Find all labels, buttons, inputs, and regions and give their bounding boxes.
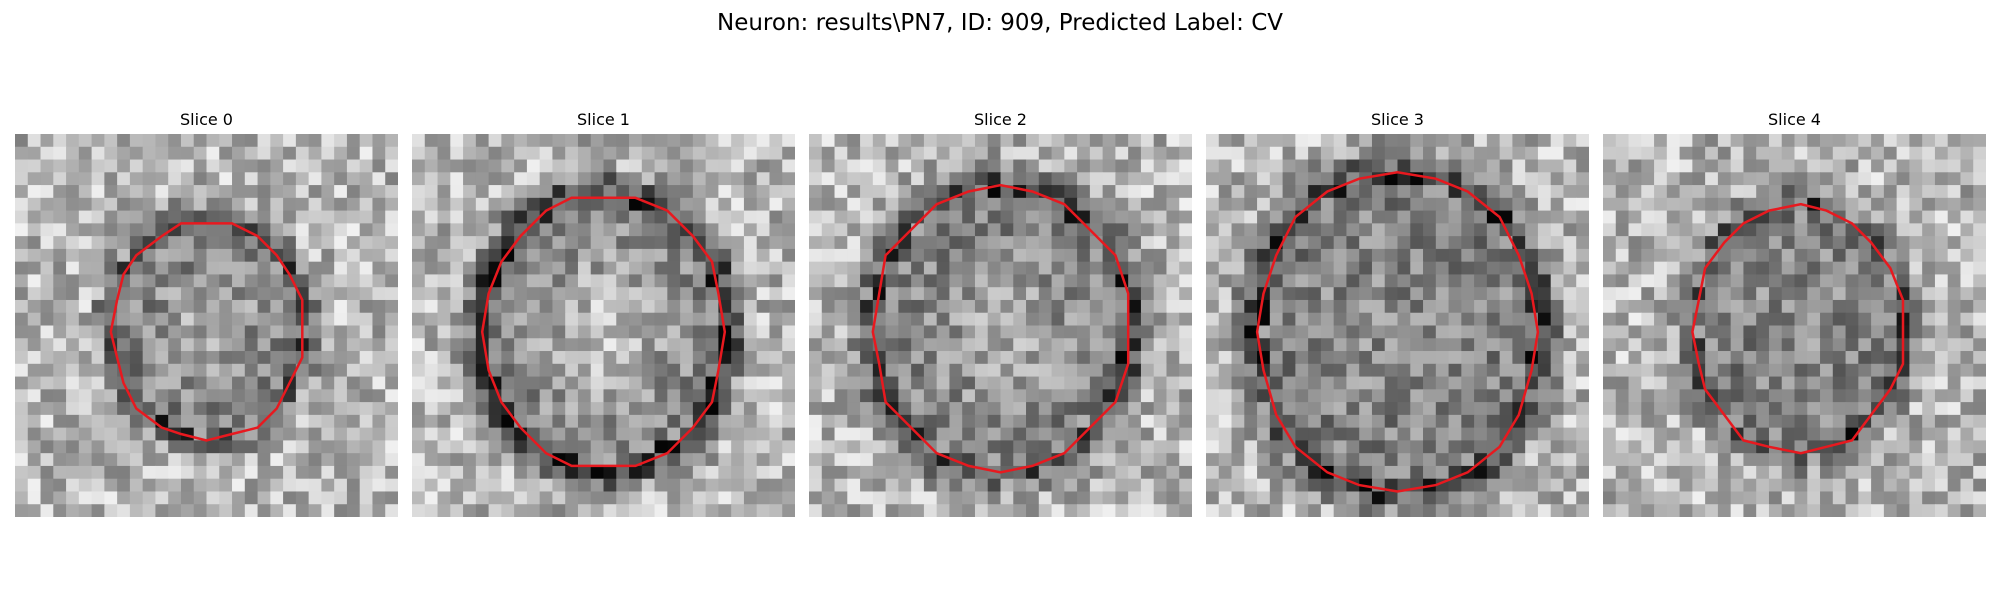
- slice-title: Slice 2: [974, 110, 1027, 129]
- slice-image: [809, 134, 1192, 517]
- roi-outline: [109, 222, 304, 442]
- slice-image: [412, 134, 795, 517]
- roi-outline: [480, 196, 727, 468]
- slice-image: [15, 134, 398, 517]
- slice-panel-0: Slice 0: [15, 108, 398, 517]
- slice-image: [1603, 134, 1986, 517]
- slice-panel-4: Slice 4: [1603, 108, 1986, 517]
- roi-outline: [1691, 202, 1905, 455]
- slice-panel-2: Slice 2: [809, 108, 1192, 517]
- slice-title: Slice 1: [577, 110, 630, 129]
- slice-image: [1206, 134, 1589, 517]
- slice-title: Slice 4: [1768, 110, 1821, 129]
- slice-panel-3: Slice 3: [1206, 108, 1589, 517]
- roi-outline: [871, 183, 1130, 474]
- figure-title: Neuron: results\PN7, ID: 909, Predicted …: [717, 10, 1283, 36]
- slice-title: Slice 0: [180, 110, 233, 129]
- roi-outline: [1255, 171, 1540, 493]
- slice-panel-1: Slice 1: [412, 108, 795, 517]
- slice-title: Slice 3: [1371, 110, 1424, 129]
